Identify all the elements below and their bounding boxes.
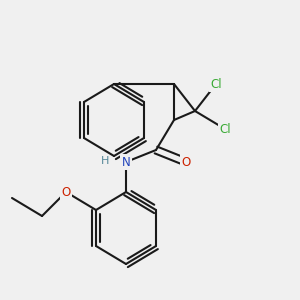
Text: Cl: Cl: [210, 77, 222, 91]
Text: O: O: [182, 155, 190, 169]
Text: N: N: [122, 155, 130, 169]
Text: Cl: Cl: [219, 122, 231, 136]
Text: H: H: [101, 156, 109, 167]
Text: O: O: [61, 185, 70, 199]
